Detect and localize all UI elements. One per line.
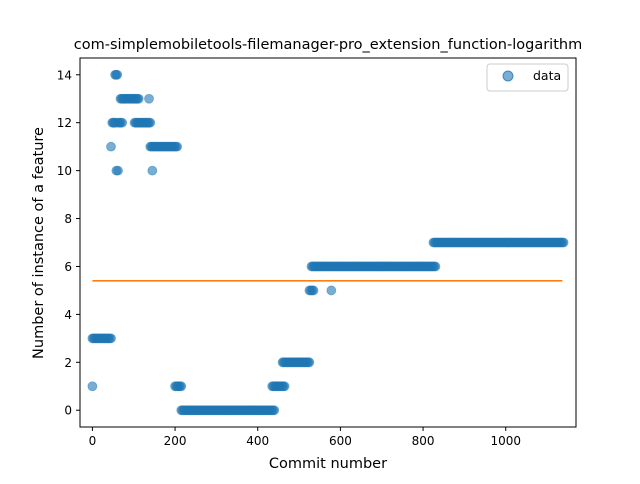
y-tick-label: 0	[64, 404, 72, 418]
x-tick-label: 600	[329, 434, 352, 448]
x-axis-label: Commit number	[269, 456, 387, 472]
x-axis-ticks: 0 200 400 600 800 1000	[89, 427, 521, 448]
data-point	[176, 381, 187, 392]
data-point	[133, 93, 144, 104]
data-point	[279, 381, 290, 392]
data-point	[106, 333, 116, 344]
y-tick-label: 8	[64, 212, 72, 226]
legend-marker	[502, 70, 514, 82]
y-axis-label: Number of instance of a feature	[31, 127, 47, 359]
data-point	[145, 117, 156, 128]
y-tick-label: 12	[57, 116, 72, 130]
data-point	[326, 285, 337, 296]
data-point	[558, 237, 569, 248]
x-tick-label: 0	[89, 434, 97, 448]
legend-label: data	[533, 68, 561, 83]
legend: data	[486, 63, 569, 92]
data-point	[147, 165, 158, 176]
x-tick-label: 200	[164, 434, 187, 448]
data-point	[269, 405, 280, 416]
data-point	[113, 165, 123, 176]
data-point	[308, 285, 319, 296]
data-point	[172, 141, 183, 152]
y-tick-label: 6	[64, 260, 72, 274]
data-point	[117, 117, 128, 128]
data-point	[304, 357, 315, 368]
chart-title: com-simplemobiletools-filemanager-pro_ex…	[74, 37, 582, 53]
data-point	[87, 381, 98, 392]
y-tick-label: 4	[64, 308, 72, 322]
x-tick-label: 1000	[490, 434, 521, 448]
y-axis-ticks: 0 2 4 6 8 10 12 14	[57, 68, 80, 418]
x-tick-label: 400	[246, 434, 269, 448]
y-tick-label: 2	[64, 356, 72, 370]
plot-area	[79, 57, 577, 428]
data-point	[112, 69, 123, 80]
y-tick-label: 14	[57, 68, 72, 82]
data-point	[430, 261, 441, 272]
y-tick-label: 10	[57, 164, 72, 178]
data-point	[144, 93, 154, 104]
x-tick-label: 800	[412, 434, 435, 448]
axes-frame	[79, 57, 577, 428]
data-point	[106, 141, 116, 152]
